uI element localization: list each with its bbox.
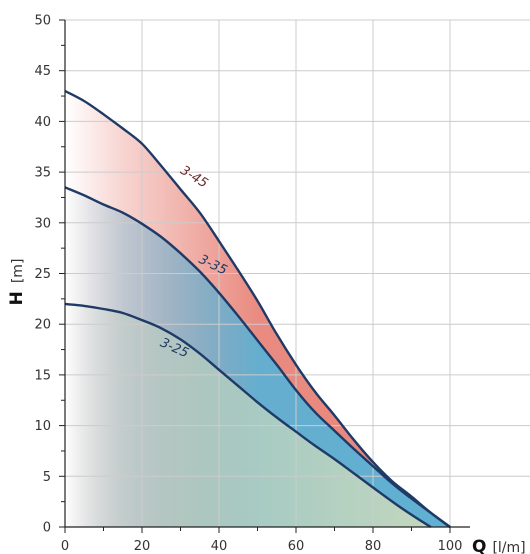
y-tick-label-40: 40 xyxy=(34,115,51,130)
y-tick-label-20: 20 xyxy=(34,318,51,333)
tick-labels: 0 5 10 15 20 25 30 35 40 45 50 0 20 40 60 80 100 xyxy=(34,14,462,554)
x-tick-label-20: 20 xyxy=(134,539,151,554)
curve-fill-areas xyxy=(65,91,450,528)
curve-lines xyxy=(64,89,451,529)
line-3-35 xyxy=(64,186,451,528)
line-3-45 xyxy=(64,89,451,528)
x-axis-title: Q [l/m] xyxy=(472,537,526,554)
y-tick-label-0: 0 xyxy=(43,521,51,536)
x-tick-label-40: 40 xyxy=(211,539,228,554)
area-3-25 xyxy=(65,303,431,527)
y-tick-label-10: 10 xyxy=(34,419,51,434)
y-tick-label-45: 45 xyxy=(34,64,51,79)
x-tick-label-100: 100 xyxy=(438,539,463,554)
axes xyxy=(59,19,470,533)
x-tick-label-80: 80 xyxy=(365,539,382,554)
curve-label-3-45: 3-45 xyxy=(177,163,210,191)
y-tick-label-5: 5 xyxy=(43,470,51,485)
svg-text:H [m]: H [m] xyxy=(7,259,27,306)
svg-text:Q [l/m]: Q [l/m] xyxy=(472,537,526,554)
x-axis-symbol: Q xyxy=(472,537,486,554)
y-axis-title: H [m] xyxy=(7,259,27,306)
y-axis-unit: [m] xyxy=(10,259,26,284)
line-3-25 xyxy=(64,302,432,529)
y-axis-symbol: H xyxy=(7,291,27,305)
x-axis-unit: [l/m] xyxy=(492,540,525,554)
y-tick-label-35: 35 xyxy=(34,166,51,181)
y-tick-label-50: 50 xyxy=(34,14,51,29)
x-tick-label-60: 60 xyxy=(288,539,305,554)
x-tick-label-0: 0 xyxy=(61,539,69,554)
y-tick-label-25: 25 xyxy=(34,267,51,282)
y-tick-label-30: 30 xyxy=(34,216,51,231)
y-tick-label-15: 15 xyxy=(34,368,51,383)
